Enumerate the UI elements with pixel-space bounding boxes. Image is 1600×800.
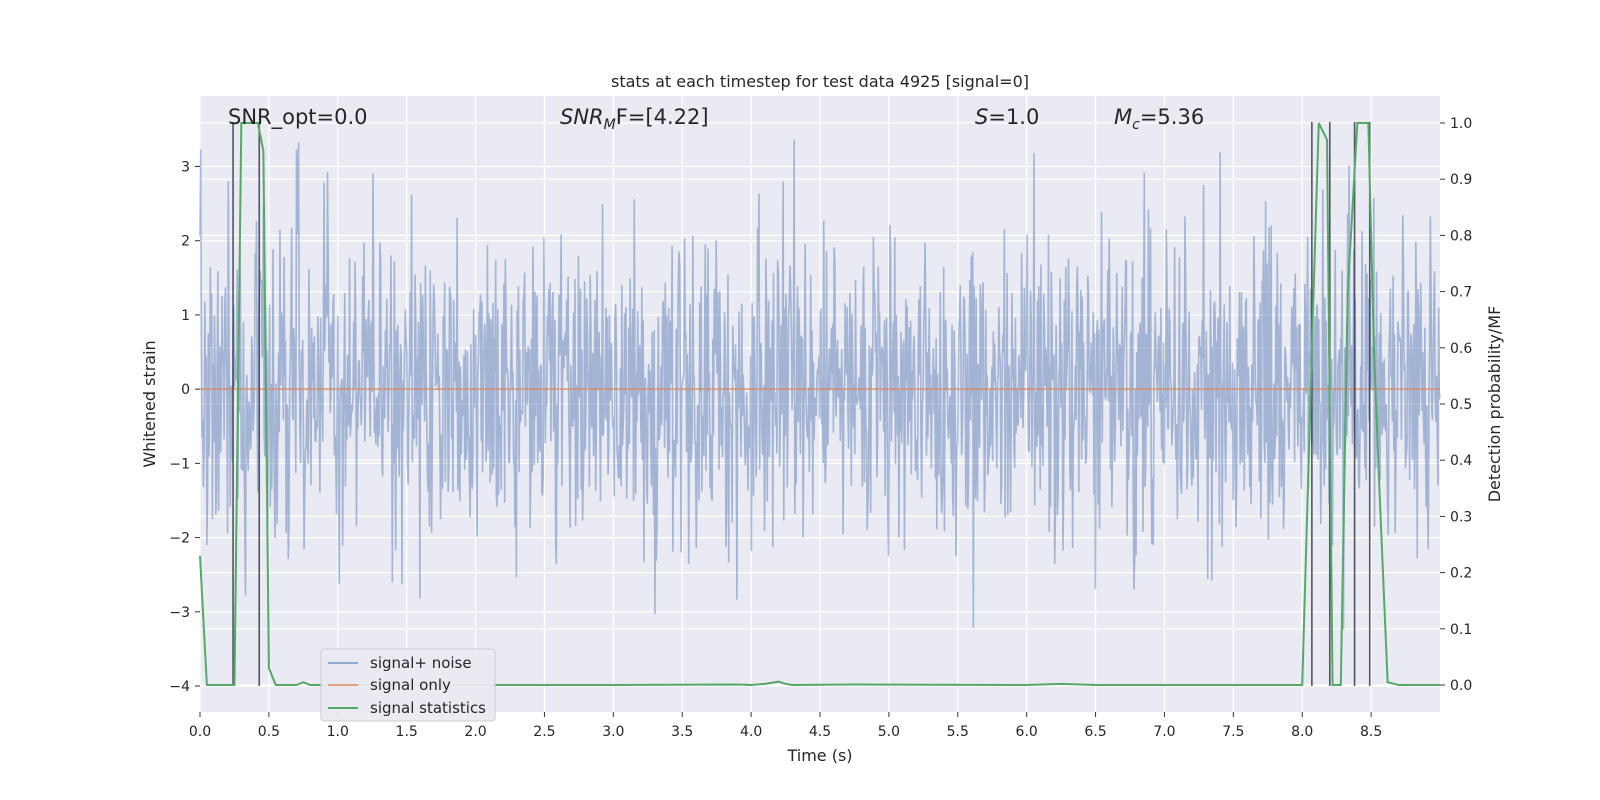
x-tick-label: 5.0	[878, 724, 900, 740]
y-right-tick-label: 0.8	[1450, 228, 1472, 244]
s-symbol: S	[975, 105, 988, 129]
y-axis-label-left: Whitened strain	[140, 340, 159, 467]
chart-title: stats at each timestep for test data 492…	[611, 72, 1029, 91]
y-axis-label-right: Detection probability/MF	[1485, 306, 1504, 503]
grid	[199, 96, 1440, 712]
y-left-tick-label: 3	[181, 160, 190, 176]
signal-noise-line	[199, 139, 1441, 630]
x-tick-label: 3.0	[602, 724, 624, 740]
x-tick-label: 4.5	[809, 724, 831, 740]
y-right-tick-label: 0.7	[1450, 285, 1472, 301]
signal-statistics-line	[199, 121, 1440, 687]
s-value: =1.0	[988, 105, 1039, 129]
x-tick-label: 5.5	[947, 724, 969, 740]
mc-symbol: M	[1114, 105, 1132, 129]
y-left-ticks: −4 −3 −2 −1 0 1 2 3	[169, 160, 200, 695]
mc-subscript: c	[1132, 117, 1140, 133]
annotation-mc: Mc=5.36	[1114, 105, 1204, 133]
y-right-tick-label: 0.3	[1450, 509, 1472, 525]
x-tick-label: 8.0	[1291, 724, 1313, 740]
x-tick-label: 1.5	[396, 724, 418, 740]
x-tick-label: 2.0	[464, 724, 486, 740]
y-right-tick-label: 0.1	[1450, 622, 1472, 638]
y-left-tick-label: −2	[169, 531, 190, 547]
y-right-tick-label: 0.9	[1450, 172, 1472, 188]
x-tick-label: 7.5	[1222, 724, 1244, 740]
x-tick-label: 7.0	[1153, 724, 1175, 740]
signal-statistics-series	[199, 121, 1440, 687]
x-tick-label: 8.5	[1360, 724, 1382, 740]
snr-mf-main: SNR	[560, 105, 604, 129]
snr-mf-subscript: M	[604, 117, 616, 133]
y-right-tick-label: 0.6	[1450, 341, 1472, 357]
legend-label-statistics: signal statistics	[370, 699, 486, 717]
y-left-tick-label: −1	[169, 456, 190, 472]
x-tick-label: 3.5	[671, 724, 693, 740]
y-right-ticks: 0.0 0.1 0.2 0.3 0.4 0.5 0.6 0.7 0.8 0.9 1.0	[1440, 116, 1472, 694]
annotation-snr-mf: SNRMF=[4.22]	[560, 105, 709, 133]
x-tick-label: 6.5	[1084, 724, 1106, 740]
y-left-tick-label: −4	[169, 679, 190, 695]
y-right-tick-label: 0.5	[1450, 397, 1472, 413]
x-tick-label: 1.0	[327, 724, 349, 740]
mc-value: =5.36	[1140, 105, 1204, 129]
legend-box	[320, 648, 496, 722]
annotation-s: S=1.0	[975, 105, 1039, 129]
legend-label-noise: signal+ noise	[370, 654, 472, 672]
snr-mf-rest: F=[4.22]	[616, 105, 709, 129]
y-right-tick-label: 0.2	[1450, 566, 1472, 582]
y-right-tick-label: 1.0	[1450, 116, 1472, 132]
y-right-tick-label: 0.4	[1450, 453, 1472, 469]
x-axis-label: Time (s)	[786, 746, 852, 765]
x-tick-label: 4.0	[740, 724, 762, 740]
legend: signal+ noise signal only signal statist…	[320, 648, 496, 722]
signal-noise-series	[199, 139, 1441, 630]
y-left-tick-label: 1	[181, 308, 190, 324]
legend-label-signal-only: signal only	[370, 676, 451, 694]
x-ticks: 0.0 0.5 1.0 1.5 2.0 2.5 3.0 3.5 4.0 4.5 5.0 5.5 6.0 6…	[189, 712, 1382, 740]
annotation-snr-opt: SNR_opt=0.0	[228, 105, 368, 130]
x-tick-label: 2.5	[533, 724, 555, 740]
y-left-tick-label: 2	[181, 234, 190, 250]
x-tick-label: 0.5	[258, 724, 280, 740]
y-left-tick-label: 0	[181, 382, 190, 398]
x-tick-label: 0.0	[189, 724, 211, 740]
y-left-tick-label: −3	[169, 605, 190, 621]
x-tick-label: 6.0	[1016, 724, 1038, 740]
y-right-tick-label: 0.0	[1450, 678, 1472, 694]
